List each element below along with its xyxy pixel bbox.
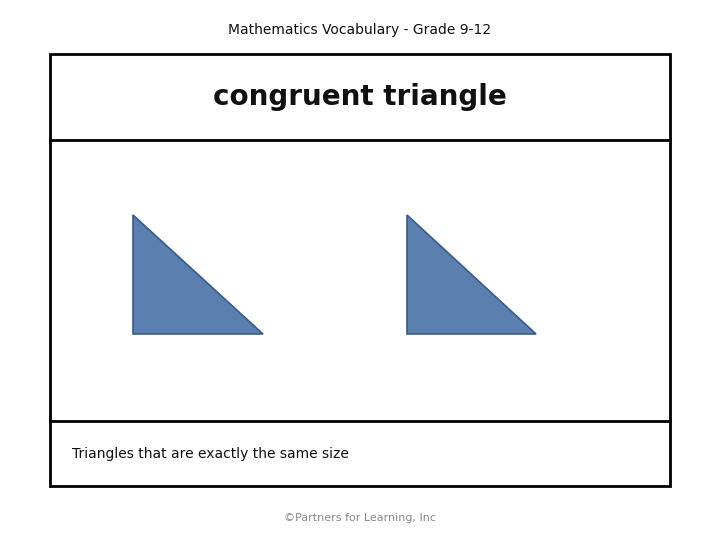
Bar <box>50 54 670 486</box>
Text: Mathematics Vocabulary - Grade 9-12: Mathematics Vocabulary - Grade 9-12 <box>228 23 492 37</box>
Text: congruent triangle: congruent triangle <box>213 83 507 111</box>
Polygon shape <box>407 215 536 334</box>
Polygon shape <box>133 215 263 334</box>
Text: Triangles that are exactly the same size: Triangles that are exactly the same size <box>72 447 349 461</box>
Text: ©Partners for Learning, Inc: ©Partners for Learning, Inc <box>284 514 436 523</box>
